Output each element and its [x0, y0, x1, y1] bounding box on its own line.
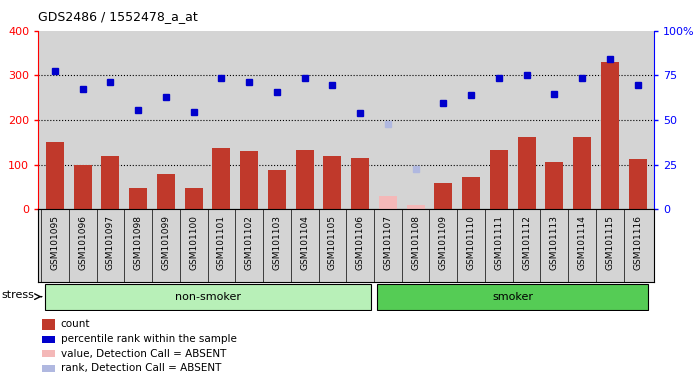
- Text: GSM101110: GSM101110: [466, 215, 475, 270]
- Text: GSM101108: GSM101108: [411, 215, 420, 270]
- Text: GSM101096: GSM101096: [78, 215, 87, 270]
- Bar: [240, 151, 258, 209]
- Text: GSM101102: GSM101102: [245, 215, 253, 270]
- Bar: [46, 142, 64, 209]
- Bar: [462, 177, 480, 209]
- Bar: [296, 150, 314, 209]
- Text: GSM101114: GSM101114: [578, 215, 587, 270]
- Text: GSM101101: GSM101101: [217, 215, 226, 270]
- Text: GSM101095: GSM101095: [50, 215, 59, 270]
- Text: GSM101103: GSM101103: [272, 215, 281, 270]
- Text: GSM101107: GSM101107: [383, 215, 393, 270]
- Text: GSM101109: GSM101109: [439, 215, 448, 270]
- Text: GSM101098: GSM101098: [134, 215, 143, 270]
- Text: rank, Detection Call = ABSENT: rank, Detection Call = ABSENT: [61, 363, 221, 373]
- Text: value, Detection Call = ABSENT: value, Detection Call = ABSENT: [61, 349, 226, 359]
- Text: GSM101106: GSM101106: [356, 215, 365, 270]
- Bar: [406, 205, 425, 209]
- Text: GDS2486 / 1552478_a_at: GDS2486 / 1552478_a_at: [38, 10, 198, 23]
- Bar: [157, 174, 175, 209]
- Bar: [546, 162, 563, 209]
- Bar: [351, 158, 369, 209]
- Text: GSM101105: GSM101105: [328, 215, 337, 270]
- Text: percentile rank within the sample: percentile rank within the sample: [61, 334, 237, 344]
- Text: GSM101112: GSM101112: [522, 215, 531, 270]
- Text: GSM101100: GSM101100: [189, 215, 198, 270]
- Bar: [628, 159, 647, 209]
- Text: GSM101104: GSM101104: [300, 215, 309, 270]
- Bar: [601, 62, 619, 209]
- Text: non-smoker: non-smoker: [175, 291, 241, 302]
- Bar: [45, 284, 370, 310]
- Text: stress: stress: [1, 290, 34, 300]
- Bar: [74, 165, 92, 209]
- Bar: [518, 137, 536, 209]
- Text: smoker: smoker: [492, 291, 533, 302]
- Text: GSM101113: GSM101113: [550, 215, 559, 270]
- Bar: [490, 150, 508, 209]
- Text: GSM101111: GSM101111: [494, 215, 503, 270]
- Text: count: count: [61, 319, 90, 329]
- Text: GSM101116: GSM101116: [633, 215, 642, 270]
- Bar: [434, 184, 452, 209]
- Bar: [268, 170, 286, 209]
- Bar: [379, 196, 397, 209]
- Bar: [184, 188, 203, 209]
- Bar: [573, 137, 591, 209]
- Bar: [324, 156, 342, 209]
- Bar: [102, 156, 120, 209]
- Bar: [212, 148, 230, 209]
- Text: GSM101097: GSM101097: [106, 215, 115, 270]
- Bar: [377, 284, 648, 310]
- Text: GSM101115: GSM101115: [606, 215, 615, 270]
- Bar: [129, 188, 147, 209]
- Text: GSM101099: GSM101099: [161, 215, 171, 270]
